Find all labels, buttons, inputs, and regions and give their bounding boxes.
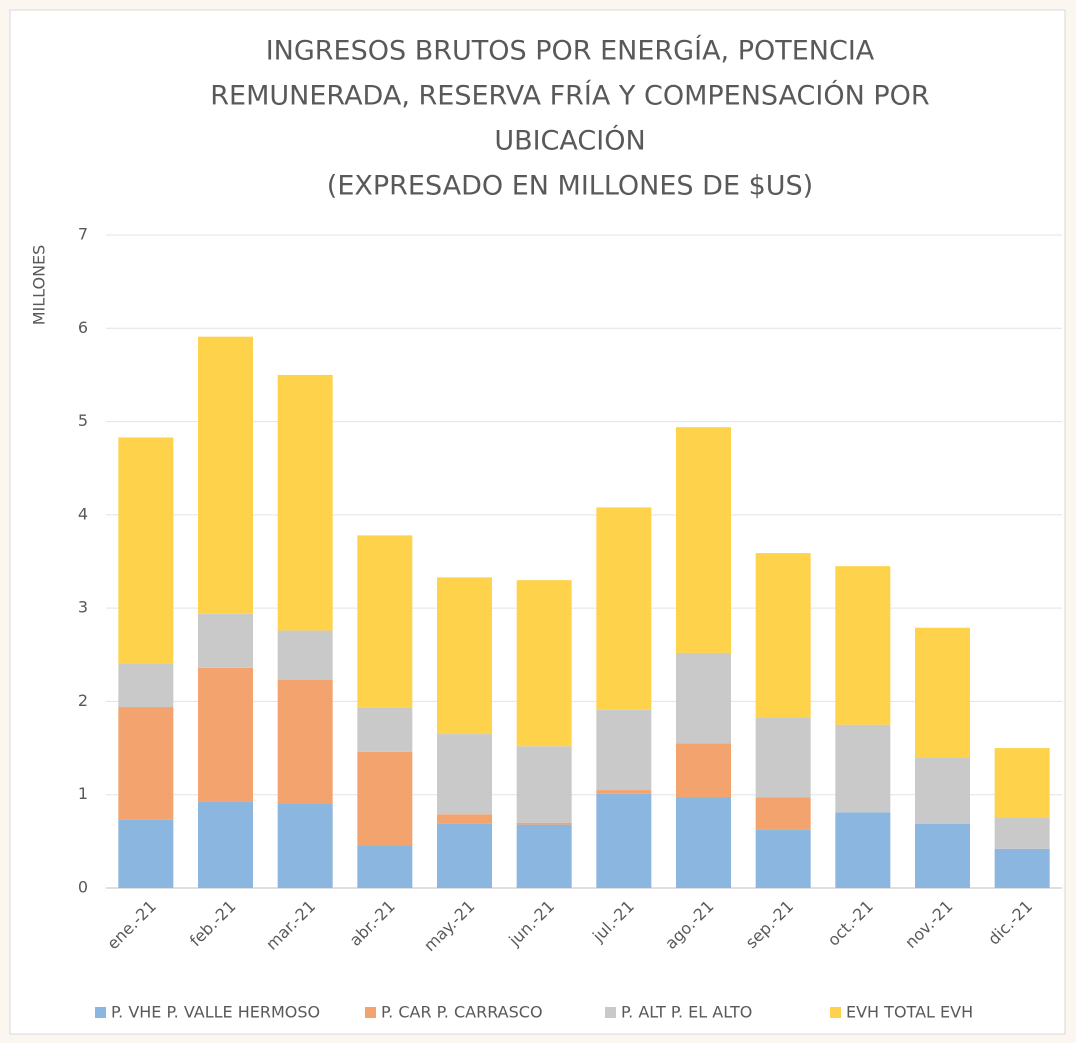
bar-segment — [357, 751, 413, 846]
bar-segment — [755, 553, 811, 718]
legend-swatch — [830, 1007, 841, 1018]
chart-title: REMUNERADA, RESERVA FRÍA Y COMPENSACIÓN … — [210, 80, 929, 112]
bar-segment — [516, 746, 572, 823]
bar-segment — [596, 790, 652, 794]
bar-segment — [437, 814, 492, 824]
bar-segment — [357, 535, 413, 708]
bar-segment — [915, 757, 970, 824]
legend-label: P. VHE P. VALLE HERMOSO — [111, 1003, 320, 1022]
chart-title: (EXPRESADO EN MILLONES DE $US) — [327, 171, 813, 202]
bar-segment — [277, 803, 333, 888]
y-tick-label: 2 — [78, 691, 88, 710]
bar-segment — [118, 707, 174, 820]
bar-segment — [118, 437, 174, 664]
bar-segment — [835, 566, 891, 725]
bar-segment — [676, 427, 731, 653]
y-tick-label: 1 — [78, 784, 88, 803]
legend-label: EVH TOTAL EVH — [846, 1003, 973, 1022]
y-tick-label: 0 — [78, 878, 88, 897]
bar-segment — [198, 667, 253, 802]
bar-segment — [676, 652, 731, 744]
bar-segment — [994, 748, 1050, 819]
chart-title: INGRESOS BRUTOS POR ENERGÍA, POTENCIA — [266, 35, 875, 67]
legend-swatch — [95, 1007, 106, 1018]
bar-segment — [437, 577, 492, 735]
bar-segment — [835, 724, 891, 813]
bar-segment — [755, 717, 811, 798]
legend-swatch — [365, 1007, 376, 1018]
bar-segment — [596, 507, 652, 710]
y-axis-label: MILLONES — [30, 245, 49, 326]
bar-segment — [755, 797, 811, 830]
y-tick-label: 4 — [78, 504, 88, 523]
bar-segment — [516, 580, 572, 747]
bar-segment — [676, 743, 731, 798]
bar-segment — [516, 822, 572, 825]
bar-segment — [198, 336, 253, 614]
bar-segment — [277, 679, 333, 804]
bar-segment — [994, 848, 1050, 888]
y-tick-label: 3 — [78, 598, 88, 617]
bar-segment — [277, 374, 333, 631]
bar-segment — [596, 793, 652, 888]
bar-segment — [755, 829, 811, 888]
bar-segment — [596, 709, 652, 791]
bar-segment — [915, 823, 970, 888]
bar-segment — [676, 797, 731, 888]
bar-segment — [915, 627, 970, 758]
bar-segment — [198, 613, 253, 668]
bar-segment — [118, 663, 174, 708]
bar-segment — [994, 818, 1050, 849]
y-tick-label: 7 — [78, 225, 88, 244]
legend-label: P. ALT P. EL ALTO — [621, 1003, 752, 1022]
legend-swatch — [605, 1007, 616, 1018]
bar-segment — [198, 801, 253, 888]
y-tick-label: 5 — [78, 411, 88, 430]
bar-segment — [357, 707, 413, 752]
y-tick-label: 6 — [78, 318, 88, 337]
legend-label: P. CAR P. CARRASCO — [381, 1003, 543, 1022]
bar-segment — [357, 845, 413, 888]
bar-segment — [277, 630, 333, 680]
bar-segment — [516, 824, 572, 888]
bar-segment — [118, 819, 174, 888]
bar-segment — [835, 812, 891, 888]
bar-segment — [437, 734, 492, 815]
chart-title: UBICACIÓN — [494, 125, 645, 157]
bar-segment — [437, 823, 492, 888]
